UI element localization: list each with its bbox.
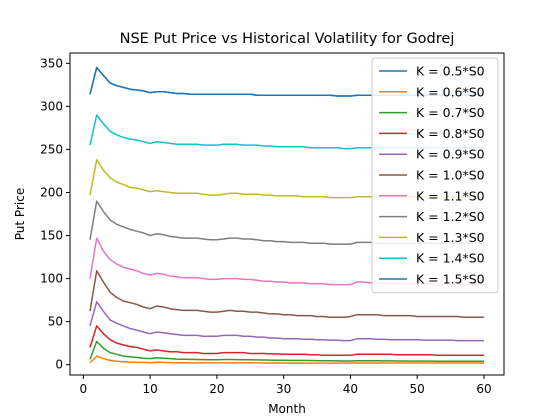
legend-box	[371, 57, 499, 294]
x-tick-label: 50	[410, 382, 425, 396]
legend-entry: K = 1.1*S0	[416, 188, 485, 203]
y-axis-label: Put Price	[13, 188, 27, 240]
legend-entry: K = 0.9*S0	[416, 147, 485, 162]
y-tick-label: 50	[48, 315, 63, 329]
y-tick-label: 300	[40, 99, 63, 113]
legend-entry: K = 1.0*S0	[416, 168, 485, 183]
x-tick-label: 10	[142, 382, 157, 396]
y-tick-label: 250	[40, 142, 63, 156]
x-tick-label: 20	[209, 382, 224, 396]
y-tick-label: 350	[40, 56, 63, 70]
plot-area	[69, 52, 505, 376]
y-tick-label: 0	[55, 358, 63, 372]
y-axis: 0 50 100 150 200 250 300 350	[40, 56, 70, 372]
x-axis-label: Month	[268, 402, 306, 416]
legend: K = 0.5*S0 K = 0.6*S0 K = 0.7*S0 K = 0.8*S0…	[371, 57, 499, 294]
x-tick-label: 30	[276, 382, 291, 396]
legend-entry: K = 0.5*S0	[416, 64, 485, 79]
legend-entry: K = 1.5*S0	[416, 272, 485, 287]
legend-entry: K = 1.3*S0	[416, 230, 485, 245]
y-tick-label: 150	[40, 229, 63, 243]
x-tick-label: 40	[343, 382, 358, 396]
legend-entry: K = 0.6*S0	[416, 84, 485, 99]
x-axis: 0 10 20 30 40 50 60	[80, 375, 492, 396]
y-tick-label: 100	[40, 272, 63, 286]
series-line-6	[89, 270, 484, 319]
legend-entry: K = 0.8*S0	[416, 126, 485, 141]
series-line-5	[89, 301, 484, 342]
legend-entry: K = 1.2*S0	[416, 209, 485, 224]
y-tick-label: 200	[40, 185, 63, 199]
x-tick-label: 60	[476, 382, 491, 396]
series-line-3	[89, 340, 484, 363]
series-line-4	[89, 325, 484, 356]
legend-entry: K = 1.4*S0	[416, 251, 485, 266]
legend-entry: K = 0.7*S0	[416, 105, 485, 120]
x-tick-label: 0	[80, 382, 88, 396]
chart-title: NSE Put Price vs Historical Volatility f…	[120, 31, 455, 47]
series-line-2	[89, 355, 484, 364]
